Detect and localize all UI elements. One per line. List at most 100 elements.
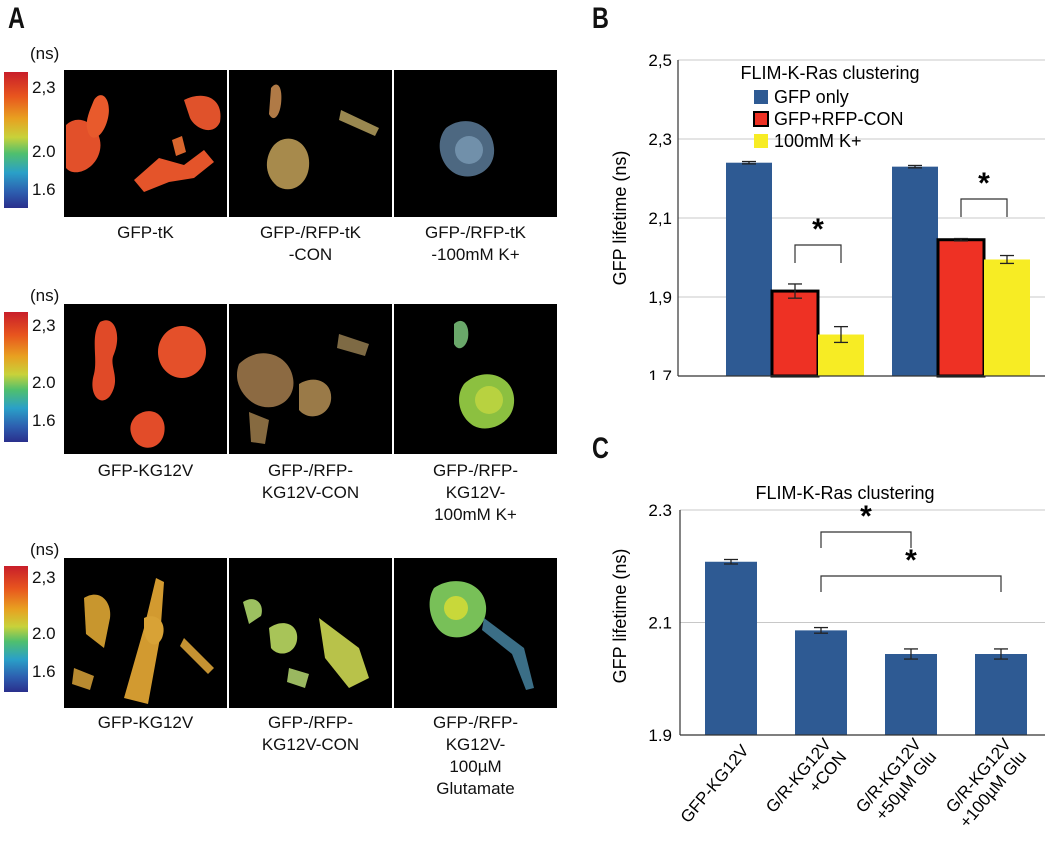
bar-1-0 [892,166,938,376]
caption-r2-1: GFP-KG12V [64,460,227,482]
caption-line: GFP-KG12V [97,713,194,732]
y-tick-label: 2.1 [648,614,672,633]
legend-swatch [754,90,768,104]
bar-0-0 [726,162,772,376]
micrograph-r2-gfp-rfp-kg12v-con [229,304,392,454]
chart-b-axes [677,60,1045,377]
significance-bracket [794,244,842,263]
micrograph-r1-gfp-tk [64,70,227,217]
chart-c-bars [705,561,1027,735]
significance-star: * [905,544,917,577]
legend-label: GFP+RFP-CON [774,109,904,129]
caption-line: GFP-/RFP- [433,461,518,480]
caption-r2-2: GFP-/RFP- KG12V-CON [229,460,392,504]
colorbar-tick-mid: 2.0 [32,373,56,392]
bar-2 [885,654,937,735]
caption-line: KG12V-CON [261,483,360,502]
caption-line: GFP-/RFP-tK [259,223,362,242]
caption-line: GFP-/RFP- [268,461,353,480]
chart-b-errorbars [742,160,1014,344]
significance-bracket [820,531,912,548]
caption-r2-3: GFP-/RFP- KG12V- 100mM K+ [394,460,557,526]
colorbar-tick-low: 1.6 [32,180,56,199]
bar-0 [705,561,757,735]
y-tick-label: 2.3 [648,501,672,520]
x-tick-label: G/R-KG12V+CON [762,734,851,829]
bar-1 [795,630,847,735]
chart-b-bars [726,162,1030,378]
significance-star: * [812,213,824,246]
panel-a-letter: A [8,2,25,35]
colorbar-unit: (ns) [30,286,60,305]
chart-c-axes [679,510,1045,736]
bar-3 [975,654,1027,735]
x-tick-label: G/R-KG12V+100µM Glu [940,734,1030,831]
micrograph-r1-gfp-rfp-tk-con [229,70,392,217]
y-tick-label: 2,1 [648,209,672,228]
chart-b-yticks: 1,7 1,9 2,1 2,3 2,5 [648,51,672,380]
colorbar-tick-high: 2,3 [32,78,56,97]
chart-b-title: FLIM-K-Ras clustering [740,63,919,83]
caption-line: GFP-tK [117,223,174,242]
chart-b-ylabel: GFP lifetime (ns) [610,151,630,286]
bar-1-2 [984,259,1030,376]
x-tick-label-line: GFP-KG12V [677,741,753,827]
chart-c-significance: ** [820,500,1002,592]
micrograph-r3-gfp-rfp-kg12v-glutamate [394,558,557,708]
chart-b-significance: ** [794,167,1008,263]
legend-swatch [754,134,768,148]
caption-line: 100mM K+ [434,505,517,524]
micrograph-r2-gfp-kg12v [64,304,227,454]
micrograph-r1-gfp-rfp-tk-100mm-k [394,70,557,217]
y-tick-label: 2,5 [648,51,672,70]
significance-star: * [978,167,990,200]
chart-c: 1.92.12.3 GFP-KG12V G/R-KG12V+CON G/R-KG12… [610,483,1045,831]
colorbar [4,312,28,442]
colorbar [4,72,28,208]
caption-r3-3: GFP-/RFP- KG12V- 100µM Glutamate [394,712,557,800]
caption-r3-2: GFP-/RFP- KG12V-CON [229,712,392,756]
x-tick-label: G/R-KG12V+50µM Glu [852,734,941,829]
caption-line: GFP-/RFP- [433,713,518,732]
caption-r3-1: GFP-KG12V [64,712,227,734]
chart-c-yticks: 1.9 2.1 2.3 [648,501,672,745]
colorbar-tick-high: 2,3 [32,568,56,587]
caption-line: -CON [288,245,333,264]
x-tick-label: GFP-KG12V [677,741,753,827]
colorbar-tick-mid: 2.0 [32,624,56,643]
legend-label: GFP only [774,87,849,107]
caption-line: -100mM K+ [431,245,520,264]
colorbar-tick-low: 1.6 [32,662,56,681]
significance-star: * [860,500,872,533]
bar-0-1 [770,289,820,378]
caption-line: KG12V- [445,483,506,502]
micrograph-r2-gfp-rfp-kg12v-100mm-k [394,304,557,454]
colorbar-unit: (ns) [30,44,60,63]
caption-line: GFP-/RFP- [268,713,353,732]
colorbar [4,566,28,692]
colorbar-unit: (ns) [30,540,60,559]
panel-b-letter: B [592,2,609,35]
panel-c-letter: C [592,432,609,465]
caption-r1-2: GFP-/RFP-tK -CON [229,222,392,266]
caption-line: 100µM [449,757,502,776]
significance-bracket [960,198,1008,217]
y-tick-label: 2,3 [648,130,672,149]
caption-line: KG12V-CON [261,735,360,754]
caption-line: Glutamate [436,779,515,798]
y-tick-label: 1,9 [648,288,672,307]
y-tick-label: 1,7 [648,367,672,380]
chart-c-title: FLIM-K-Ras clustering [755,483,934,503]
legend-label: 100mM K+ [774,131,862,151]
micrograph-r3-gfp-kg12v [64,558,227,708]
chart-c-xticks: GFP-KG12V G/R-KG12V+CON G/R-KG12V+50µM Glu… [677,734,1031,831]
micrograph-r3-gfp-rfp-kg12v-con [229,558,392,708]
legend-swatch [753,111,769,127]
caption-r1-1: GFP-tK [64,222,227,244]
y-tick-label: 1.9 [648,726,672,745]
colorbar-tick-mid: 2.0 [32,142,56,161]
significance-bracket [820,575,1002,592]
caption-r1-3: GFP-/RFP-tK -100mM K+ [394,222,557,266]
bar-1-1 [936,238,986,378]
